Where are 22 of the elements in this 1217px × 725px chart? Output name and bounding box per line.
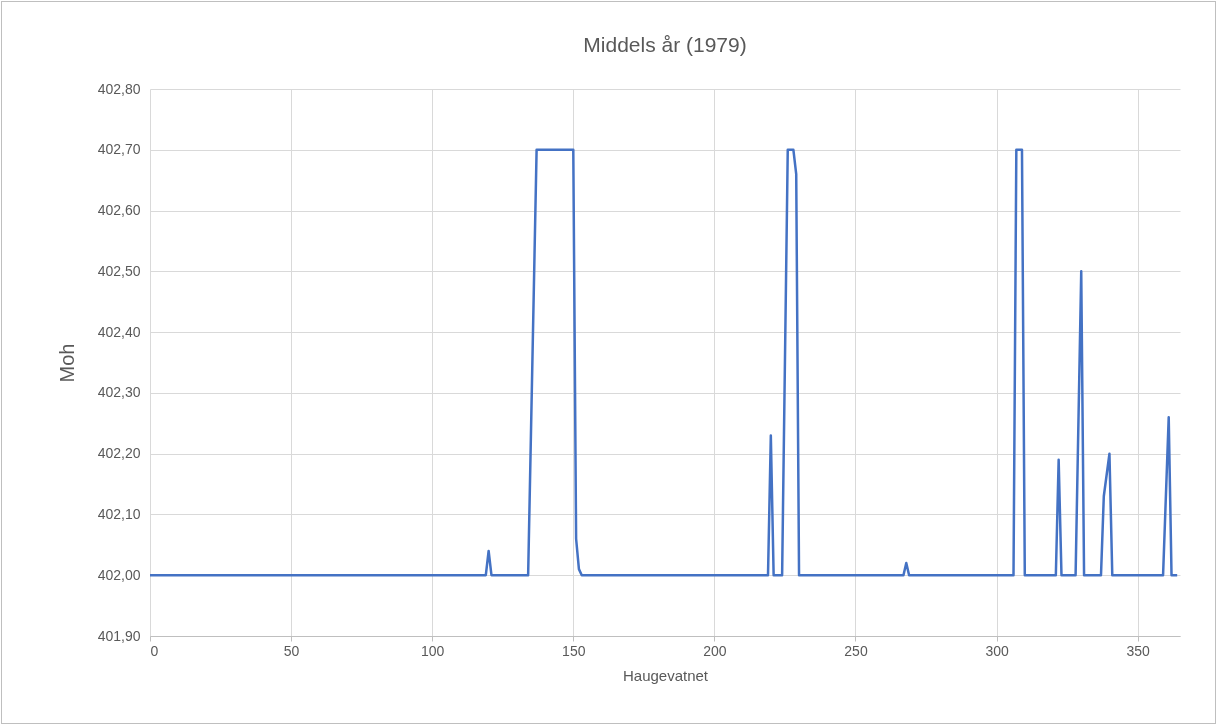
x-tick-label: 350 bbox=[1126, 642, 1151, 659]
chart-title: Middels år (1979) bbox=[583, 33, 747, 56]
x-tick-label: 200 bbox=[703, 642, 727, 659]
y-tick-label: 402,00 bbox=[97, 566, 141, 583]
x-tick-label: 250 bbox=[844, 642, 868, 659]
x-tick-label: 300 bbox=[985, 642, 1009, 659]
y-tick-label: 401,90 bbox=[97, 627, 141, 644]
x-tick-label: 150 bbox=[562, 642, 586, 659]
x-axis-title: Haugevatnet bbox=[622, 666, 709, 684]
line-series bbox=[150, 148, 1179, 577]
x-tick-label: 0 bbox=[150, 642, 159, 659]
y-tick-label: 402,50 bbox=[97, 262, 141, 279]
y-tick-label: 402,80 bbox=[97, 80, 141, 97]
y-tick-label: 402,60 bbox=[97, 202, 141, 219]
y-tick-label: 402,10 bbox=[97, 505, 141, 522]
y-tick-label: 402,30 bbox=[97, 384, 141, 401]
y-tick-label: 402,20 bbox=[97, 445, 141, 462]
y-tick-label: 402,70 bbox=[97, 141, 141, 158]
x-tick-label: 50 bbox=[283, 642, 300, 659]
y-tick-label: 402,40 bbox=[97, 323, 141, 340]
y-axis-title: Moh bbox=[55, 343, 78, 383]
x-tick-label: 100 bbox=[421, 642, 445, 659]
